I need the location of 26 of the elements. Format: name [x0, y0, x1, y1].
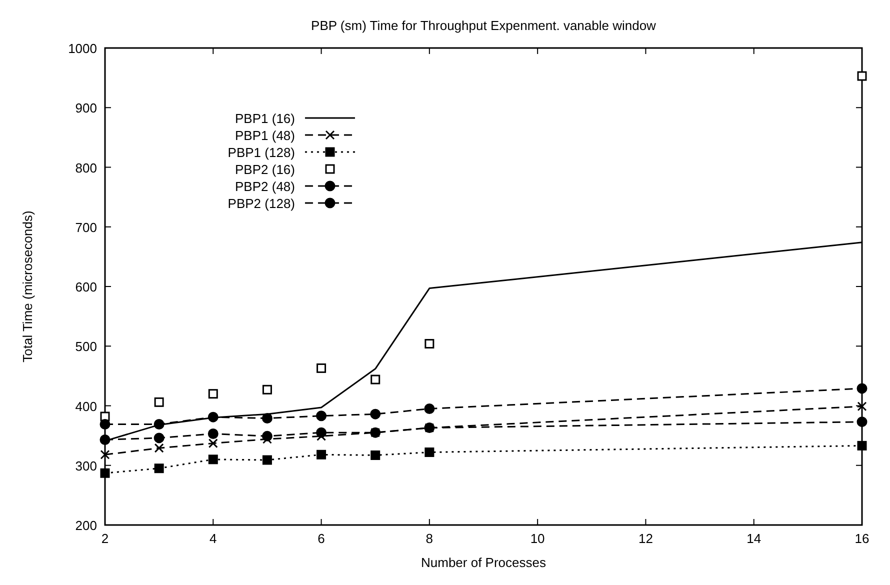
- x-tick-label: 14: [746, 531, 762, 546]
- chart-title: PBP (sm) Time for Throughput Expenment. vanable window: [311, 18, 657, 33]
- y-tick-label: 200: [75, 518, 97, 533]
- x-tick-label: 8: [426, 531, 434, 546]
- legend-label: PBP1 (48): [235, 128, 295, 143]
- x-tick-label: 10: [530, 531, 545, 546]
- legend-label: PBP2 (48): [235, 179, 295, 194]
- y-tick-label: 700: [75, 220, 97, 235]
- x-tick-label: 6: [318, 531, 325, 546]
- y-tick-label: 400: [75, 398, 97, 414]
- y-tick-label: 500: [75, 339, 97, 354]
- legend-label: PBP1 (128): [228, 145, 295, 160]
- legend-label: PBP2 (16): [235, 162, 295, 177]
- legend-label: PBP1 (16): [235, 111, 295, 126]
- y-tick-label: 900: [75, 100, 97, 116]
- y-axis-title: Total Time (microseconds): [20, 210, 35, 362]
- x-axis-title: Number of Processes: [421, 555, 546, 570]
- legend-label: PBP2 (128): [228, 196, 295, 211]
- y-tick-label: 600: [75, 280, 97, 294]
- x-tick-label: 12: [638, 531, 653, 546]
- y-tick-label: 800: [75, 160, 97, 176]
- x-tick-label: 16: [854, 531, 870, 546]
- y-tick-label: 1000: [68, 41, 97, 56]
- y-tick-label: 300: [75, 458, 97, 474]
- x-tick-label: 4: [210, 531, 217, 546]
- x-tick-label: 2: [101, 531, 109, 546]
